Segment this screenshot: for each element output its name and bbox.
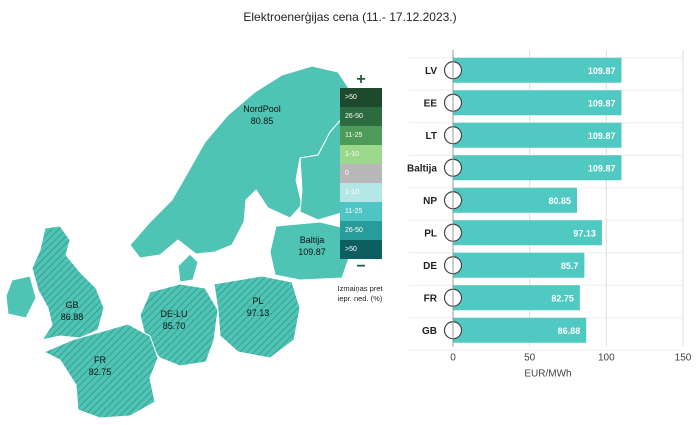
bar — [453, 317, 587, 343]
bar — [453, 57, 622, 83]
bar-value-label: 109.87 — [588, 163, 616, 173]
x-tick-label: 100 — [598, 353, 615, 364]
bar-value-label: 82.75 — [551, 293, 574, 303]
category-label: NP — [423, 196, 437, 207]
bar-value-label: 109.87 — [588, 131, 616, 141]
de-lu-name: DE-LU — [160, 309, 187, 319]
legend-caption: Izmaiņas pret iepr. ned. (%) — [318, 284, 402, 304]
legend-item: 0 — [340, 164, 382, 183]
category-label: LV — [425, 66, 437, 77]
gb-region — [31, 225, 105, 341]
fr-value: 82.75 — [89, 367, 112, 377]
x-tick-label: 50 — [524, 353, 536, 364]
bar-value-label: 86.88 — [558, 326, 581, 336]
nordpool-name: NordPool — [243, 104, 281, 114]
bar-value-label: 97.13 — [573, 228, 596, 238]
bar — [453, 187, 577, 213]
bar — [453, 90, 622, 116]
category-label: DE — [423, 261, 437, 272]
bar — [453, 122, 622, 148]
legend-minus-sign: − — [356, 258, 366, 275]
bar-value-label: 85.7 — [561, 261, 579, 271]
category-label: LT — [426, 131, 437, 142]
pl-value: 97.13 — [247, 308, 270, 318]
bar-value-label: 109.87 — [588, 66, 616, 76]
category-label: EE — [424, 98, 438, 109]
bar — [453, 155, 622, 181]
legend-item: 11-25 — [340, 202, 382, 221]
denmark-region — [177, 253, 199, 283]
bar-value-label: 109.87 — [588, 98, 616, 108]
europe-map: NordPool 80.85 Baltija 109.87 GB 86.88 D… — [5, 65, 357, 419]
bar — [453, 285, 580, 311]
baltija-region — [269, 221, 351, 281]
nordpool-value: 80.85 — [251, 116, 274, 126]
bar-chart: 0 50 100 150 109.87 LV 109.87 EE 109.87 LT 109.87 B… — [407, 50, 692, 380]
baltija-value: 109.87 — [298, 247, 326, 257]
bar — [453, 220, 602, 246]
legend-caption-line: Izmaiņas pret — [337, 284, 383, 293]
de-lu-value: 85.70 — [163, 321, 186, 331]
bar-value-label: 80.85 — [548, 196, 571, 206]
legend-item: >50 — [340, 88, 382, 107]
legend-item: >50 — [340, 240, 382, 259]
fr-name: FR — [94, 355, 106, 365]
de-lu-region — [139, 283, 219, 367]
ireland-region — [5, 275, 37, 319]
category-label: GB — [422, 326, 437, 337]
legend-caption-line: iepr. ned. (%) — [337, 294, 383, 303]
baltija-name: Baltija — [300, 235, 325, 245]
change-legend: + >50 26-50 11-25 1-10 0 1-10 11-25 26-5… — [340, 72, 382, 275]
legend-item: 26-50 — [340, 107, 382, 126]
gb-value: 86.88 — [61, 312, 84, 322]
gb-name: GB — [65, 300, 78, 310]
legend-plus-sign: + — [356, 71, 366, 88]
legend-item: 26-50 — [340, 221, 382, 240]
category-label: FR — [424, 293, 438, 304]
category-label: PL — [424, 228, 437, 239]
fr-region — [42, 323, 159, 419]
x-tick-label: 0 — [450, 353, 456, 364]
category-label: Baltija — [407, 163, 437, 174]
chart-title: Elektroenerģijas cena (11.- 17.12.2023.) — [243, 10, 457, 24]
pl-name: PL — [252, 296, 263, 306]
legend-item: 11-25 — [340, 126, 382, 145]
x-tick-label: 150 — [675, 353, 692, 364]
legend-item: 1-10 — [340, 145, 382, 164]
legend-item: 1-10 — [340, 183, 382, 202]
x-axis-label: EUR/MWh — [524, 369, 571, 380]
bar — [453, 252, 585, 278]
pl-region — [213, 275, 301, 359]
